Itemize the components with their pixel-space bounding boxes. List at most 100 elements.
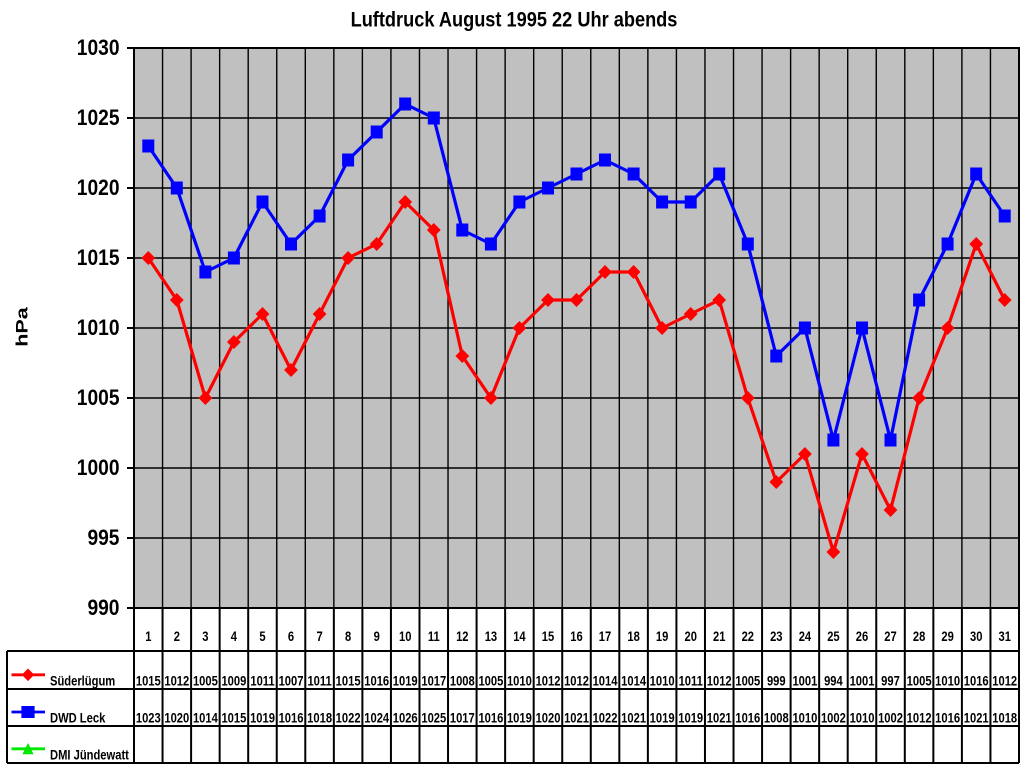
svg-text:1010: 1010 [507, 673, 532, 688]
svg-text:1010: 1010 [792, 710, 817, 725]
svg-text:14: 14 [513, 629, 525, 644]
svg-text:Luftdruck August 1995 22 Uhr a: Luftdruck August 1995 22 Uhr abends [351, 8, 678, 32]
svg-text:1005: 1005 [77, 386, 120, 411]
svg-text:6: 6 [288, 629, 294, 644]
svg-text:1025: 1025 [77, 106, 120, 131]
svg-text:1011: 1011 [679, 673, 703, 688]
svg-text:1030: 1030 [77, 36, 120, 61]
svg-text:1021: 1021 [564, 710, 589, 725]
svg-text:12: 12 [456, 629, 468, 644]
svg-text:1009: 1009 [221, 673, 246, 688]
svg-text:1000: 1000 [77, 456, 120, 481]
svg-text:27: 27 [884, 629, 896, 644]
svg-text:1010: 1010 [850, 710, 875, 725]
svg-text:Süderlügum: Süderlügum [50, 673, 115, 688]
svg-text:24: 24 [799, 629, 811, 644]
svg-text:22: 22 [742, 629, 754, 644]
svg-text:18: 18 [627, 629, 639, 644]
svg-text:DWD Leck: DWD Leck [50, 710, 106, 725]
svg-text:28: 28 [913, 629, 925, 644]
svg-text:31: 31 [998, 629, 1010, 644]
svg-text:1019: 1019 [650, 710, 675, 725]
svg-text:21: 21 [713, 629, 725, 644]
svg-text:29: 29 [941, 629, 953, 644]
svg-text:1012: 1012 [707, 673, 732, 688]
svg-text:1026: 1026 [393, 710, 418, 725]
svg-text:20: 20 [684, 629, 696, 644]
svg-text:1019: 1019 [393, 673, 418, 688]
svg-text:1022: 1022 [593, 710, 618, 725]
svg-text:1010: 1010 [77, 316, 120, 341]
svg-text:1001: 1001 [850, 673, 875, 688]
svg-text:25: 25 [827, 629, 839, 644]
svg-text:1014: 1014 [193, 710, 218, 725]
svg-text:1012: 1012 [164, 673, 189, 688]
svg-text:4: 4 [231, 629, 237, 644]
svg-text:9: 9 [374, 629, 380, 644]
svg-text:1011: 1011 [307, 673, 331, 688]
svg-text:1016: 1016 [279, 710, 304, 725]
svg-text:1020: 1020 [536, 710, 561, 725]
svg-text:DMI Jündewatt: DMI Jündewatt [50, 747, 130, 762]
svg-text:1015: 1015 [221, 710, 246, 725]
svg-text:1020: 1020 [77, 176, 120, 201]
svg-text:1016: 1016 [935, 710, 960, 725]
svg-text:1021: 1021 [964, 710, 989, 725]
svg-text:1016: 1016 [735, 710, 760, 725]
svg-text:5: 5 [259, 629, 265, 644]
svg-text:994: 994 [824, 673, 843, 688]
svg-text:995: 995 [87, 526, 119, 551]
svg-text:1012: 1012 [564, 673, 589, 688]
svg-text:1016: 1016 [364, 673, 389, 688]
svg-text:1005: 1005 [735, 673, 760, 688]
svg-text:1018: 1018 [307, 710, 332, 725]
svg-text:999: 999 [767, 673, 786, 688]
svg-text:1002: 1002 [878, 710, 903, 725]
svg-text:1010: 1010 [650, 673, 675, 688]
svg-text:17: 17 [599, 629, 611, 644]
svg-text:2: 2 [174, 629, 180, 644]
svg-text:1015: 1015 [136, 673, 161, 688]
svg-text:1012: 1012 [907, 710, 932, 725]
svg-text:1012: 1012 [992, 673, 1017, 688]
svg-text:1021: 1021 [707, 710, 732, 725]
svg-text:hPa: hPa [13, 307, 32, 347]
svg-text:1015: 1015 [77, 246, 120, 271]
svg-text:1010: 1010 [935, 673, 960, 688]
svg-text:13: 13 [485, 629, 497, 644]
svg-text:1008: 1008 [450, 673, 475, 688]
svg-text:1005: 1005 [193, 673, 218, 688]
svg-text:1014: 1014 [621, 673, 646, 688]
svg-text:1019: 1019 [507, 710, 532, 725]
svg-text:1011: 1011 [250, 673, 274, 688]
svg-text:15: 15 [542, 629, 554, 644]
svg-text:16: 16 [570, 629, 582, 644]
svg-text:19: 19 [656, 629, 668, 644]
svg-text:1016: 1016 [964, 673, 989, 688]
svg-text:11: 11 [428, 629, 440, 644]
svg-text:1008: 1008 [764, 710, 789, 725]
svg-text:1015: 1015 [336, 673, 361, 688]
svg-text:1005: 1005 [478, 673, 503, 688]
svg-text:1014: 1014 [593, 673, 618, 688]
svg-text:1002: 1002 [821, 710, 846, 725]
svg-text:990: 990 [87, 596, 119, 621]
svg-text:1020: 1020 [164, 710, 189, 725]
svg-text:1: 1 [145, 629, 151, 644]
svg-text:26: 26 [856, 629, 868, 644]
svg-text:1025: 1025 [421, 710, 446, 725]
svg-text:1022: 1022 [336, 710, 361, 725]
svg-text:1016: 1016 [478, 710, 503, 725]
svg-text:1021: 1021 [621, 710, 646, 725]
svg-text:1023: 1023 [136, 710, 161, 725]
svg-text:997: 997 [881, 673, 900, 688]
svg-text:1024: 1024 [364, 710, 389, 725]
svg-text:1017: 1017 [450, 710, 475, 725]
svg-text:3: 3 [202, 629, 208, 644]
svg-text:1007: 1007 [279, 673, 304, 688]
svg-text:8: 8 [345, 629, 351, 644]
svg-text:1005: 1005 [907, 673, 932, 688]
svg-text:30: 30 [970, 629, 982, 644]
svg-text:1018: 1018 [992, 710, 1017, 725]
svg-text:1012: 1012 [536, 673, 561, 688]
